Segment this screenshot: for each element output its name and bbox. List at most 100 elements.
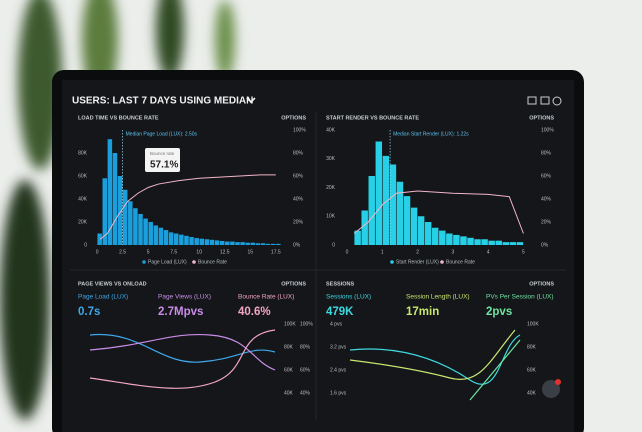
y2-tick-label: 60% [293, 173, 304, 179]
bar [265, 243, 271, 245]
charts: LOAD TIME VS BOUNCE RATE OPTIONS 0 20K 40K 60… [78, 115, 554, 396]
icon-screen[interactable] [527, 96, 537, 105]
y-tick-label: 40K [78, 196, 88, 202]
bar [260, 243, 266, 245]
chat-button[interactable] [542, 380, 560, 398]
bar [368, 176, 375, 245]
bar [184, 235, 189, 245]
y2-tick-label: 80% [541, 150, 552, 156]
axis-label: 80% [300, 344, 311, 350]
options-button[interactable]: OPTIONS [529, 115, 554, 121]
bar [158, 227, 164, 245]
bar [138, 213, 143, 245]
options-button[interactable]: OPTIONS [281, 115, 306, 121]
options-button[interactable]: OPTIONS [281, 281, 306, 287]
bar [270, 243, 276, 245]
y2-tick-label: 80% [293, 150, 304, 156]
options-button[interactable]: OPTIONS [529, 281, 554, 287]
bar [117, 176, 123, 245]
axis-label: 3.2 pvs [330, 344, 347, 350]
x-tick-label: 0 [346, 249, 349, 255]
bar [276, 243, 281, 245]
x-tick-label: 3 [451, 249, 454, 255]
bar [153, 225, 159, 245]
bar [460, 236, 467, 245]
x-tick-label: 4 [487, 249, 490, 255]
y2-tick-label: 20% [541, 219, 552, 225]
legend-marker [440, 260, 444, 264]
bar [453, 234, 460, 245]
bar [474, 239, 481, 245]
bar [143, 218, 148, 245]
stat-value: 2.7Mpvs [158, 306, 203, 318]
dropdown-chevron[interactable] [246, 97, 256, 104]
axis-label: 40K [284, 390, 294, 396]
bar [396, 181, 404, 245]
x-tick-label: 2.5 [119, 249, 126, 255]
bar [168, 232, 174, 245]
y2-tick-label: 0% [541, 242, 549, 248]
bar [225, 241, 230, 245]
panel-title: PAGE VIEWS VS ONLOAD [78, 281, 147, 287]
tooltip [145, 148, 180, 172]
bar [235, 242, 240, 245]
bar [495, 240, 502, 245]
trend-lines [89, 329, 521, 401]
line [349, 334, 521, 385]
legend-marker [142, 260, 146, 264]
panel-title: START RENDER VS BOUNCE RATE [326, 115, 419, 121]
bar [250, 242, 256, 245]
panel-title: SESSIONS [326, 281, 354, 287]
x-tick-label: 7.5 [170, 249, 177, 255]
bar [424, 222, 432, 245]
bar [354, 230, 361, 245]
bar [375, 141, 383, 245]
line [89, 333, 276, 371]
y-tick-label: 0 [332, 242, 335, 248]
y-tick-label: 80K [78, 150, 88, 156]
bar [509, 242, 517, 245]
y2-tick-label: 40% [293, 196, 304, 202]
legend-label: Page Load (LUX) [148, 259, 187, 265]
legend-label: Bounce Rate [198, 259, 227, 265]
axis-label: 80K [527, 344, 537, 350]
y2-tick-label: 40% [541, 196, 552, 202]
icon-window[interactable] [540, 96, 550, 105]
x-tick-label: 5 [147, 249, 150, 255]
bar [112, 153, 118, 245]
x-tick-label: 1 [381, 249, 384, 255]
bounce-line [353, 190, 524, 234]
bar [97, 233, 102, 245]
x-tick-label: 17.5 [271, 249, 281, 255]
axis-label: 80K [284, 344, 294, 350]
legend-marker [390, 260, 394, 264]
stat-value: 40.6% [238, 306, 271, 318]
stat-label: Sessions (LUX) [326, 294, 371, 301]
y-tick-label: 10K [326, 214, 336, 220]
bar [194, 238, 199, 245]
stat-label: Page Views (LUX) [158, 294, 211, 301]
bar [107, 139, 113, 245]
x-tick-label: 5 [522, 249, 525, 255]
bar [403, 196, 411, 245]
tooltip-title: Bounce rate [150, 151, 175, 156]
axis-label: 60K [284, 367, 294, 373]
notification-dot [555, 379, 561, 385]
y2-tick-label: 100% [293, 127, 306, 133]
axis-label: 60K [527, 367, 537, 373]
bar [173, 233, 179, 245]
bounce-line [99, 174, 276, 240]
y-tick-label: 60K [78, 173, 88, 179]
legend-label: Bounce Rate [446, 259, 475, 265]
bar [488, 240, 495, 245]
y2-tick-label: 60% [541, 173, 552, 179]
bar [446, 233, 453, 245]
axis-label: 40% [300, 390, 311, 396]
screen [62, 80, 574, 432]
icon-help[interactable] [552, 96, 562, 106]
bar [382, 155, 390, 245]
line [349, 329, 516, 381]
legend-marker [192, 260, 196, 264]
bar [163, 230, 169, 245]
y-tick-label: 20K [326, 185, 336, 191]
